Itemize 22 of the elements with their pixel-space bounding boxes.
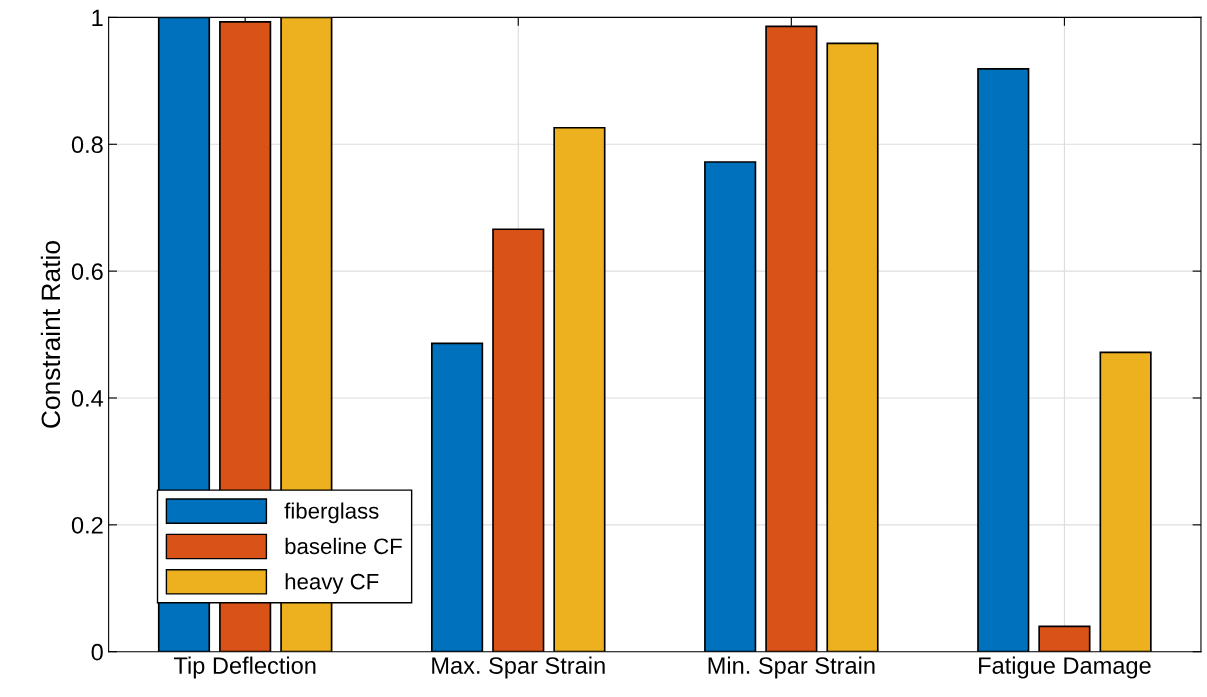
bar	[1038, 625, 1091, 652]
legend-label: fiberglass	[284, 502, 379, 524]
bar	[977, 67, 1030, 652]
bar	[826, 42, 879, 652]
y-tick-label: 0	[91, 643, 103, 661]
bar	[553, 126, 606, 652]
y-tick-label: 0.2	[71, 516, 103, 534]
y-tick-label: 0.8	[71, 136, 103, 154]
legend-label: baseline CF	[285, 537, 402, 555]
bar	[492, 228, 545, 652]
bar	[704, 161, 757, 652]
y-axis-title: Constraint Ratio	[40, 241, 61, 428]
x-tick-label: Tip Deflection	[173, 656, 316, 679]
x-tick-label: Fatigue Damage	[979, 656, 1151, 679]
bar	[1099, 351, 1152, 652]
legend-label: heavy CF	[285, 573, 379, 594]
y-tick-label: 0.6	[71, 263, 103, 280]
x-tick-label: Min. Spar Strain	[708, 656, 875, 679]
x-tick-label: Max. Spar Strain	[432, 656, 605, 679]
y-tick-label: 0.4	[71, 390, 104, 407]
y-tick-label: 1	[92, 9, 103, 26]
bar	[430, 342, 484, 652]
